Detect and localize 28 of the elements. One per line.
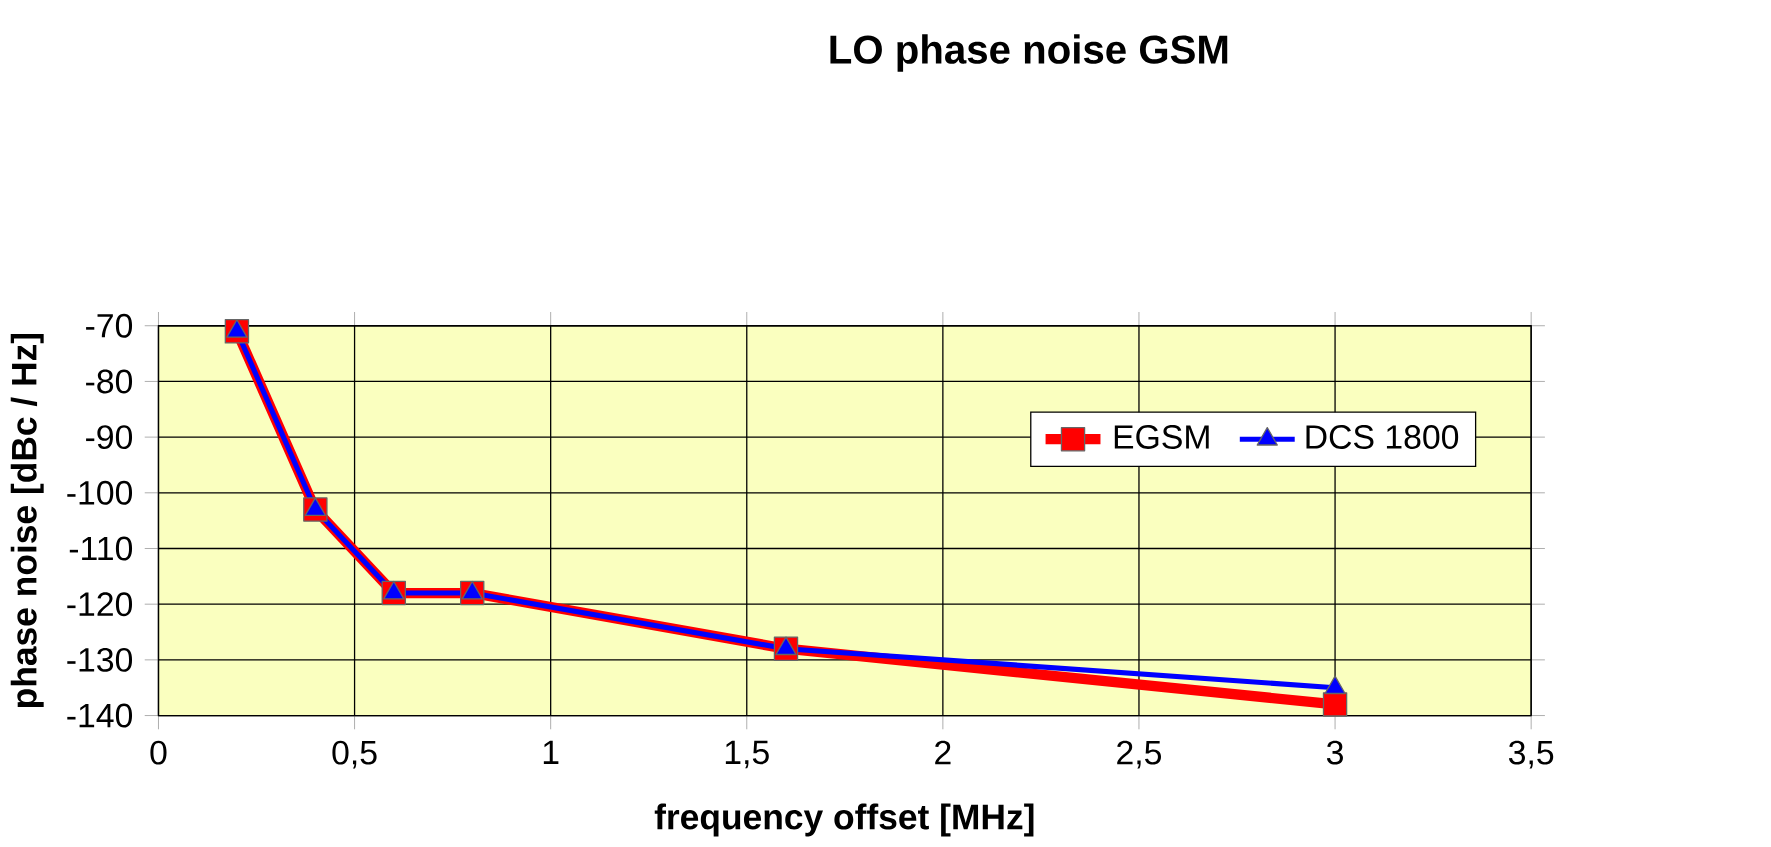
x-tick-label: 2 [935, 740, 951, 765]
y-tick-label: -120 [67, 592, 133, 617]
y-tick-label: -130 [67, 647, 133, 672]
x-tick-label: 1 [543, 740, 559, 764]
legend-label: EGSM [1114, 424, 1209, 449]
x-tick-label: 3,5 [1508, 740, 1554, 769]
point [304, 497, 327, 516]
x-tick-label: 0 [150, 740, 167, 765]
x-tick-label: 3 [1326, 740, 1343, 765]
point [1322, 692, 1348, 717]
point [775, 636, 797, 656]
x-tick-label: 2,5 [1117, 740, 1162, 769]
legend-label: DCS 1800 [1306, 424, 1459, 449]
x-tick-label: 1,5 [725, 740, 769, 769]
y-tick-label: -70 [86, 313, 133, 338]
point [226, 318, 248, 338]
point [461, 580, 483, 600]
y-tick-label: -90 [86, 425, 133, 449]
point [383, 580, 405, 600]
y-tick-label: -80 [86, 369, 133, 394]
chart-title: LO phase noise GSM [830, 34, 1228, 72]
x-axis-title: frequency offset [MHz] [654, 803, 1034, 837]
x-tick-label: 0,5 [332, 740, 377, 769]
point [1324, 675, 1346, 695]
y-tick-label: -110 [69, 536, 133, 561]
y-tick-label: -100 [67, 480, 133, 505]
y-axis-title: phase noise [dBc / Hz] [10, 333, 44, 707]
y-tick-label: -140 [67, 703, 133, 728]
